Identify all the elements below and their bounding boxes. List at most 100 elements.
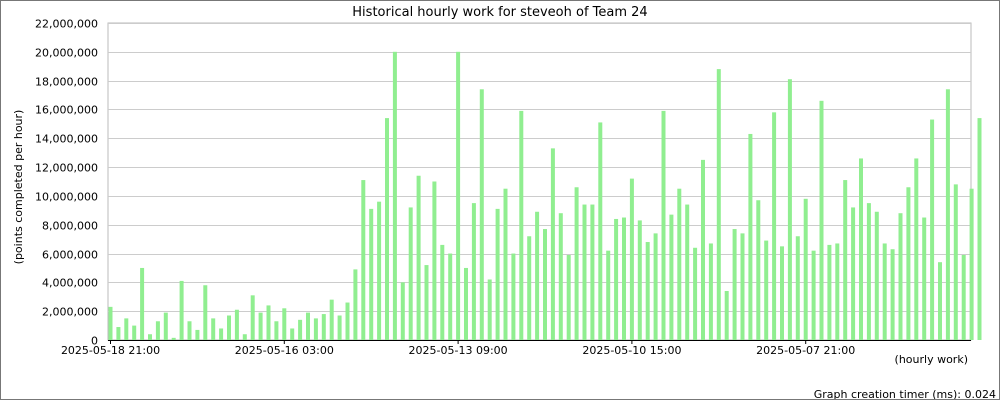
bar xyxy=(827,244,832,340)
bar xyxy=(961,254,966,340)
bar xyxy=(298,319,303,340)
bar xyxy=(282,308,287,340)
bar xyxy=(732,229,737,340)
x-tick-label: 2025-05-07 21:00 xyxy=(756,344,855,357)
bar xyxy=(495,208,500,340)
bar xyxy=(859,158,863,340)
bar xyxy=(116,327,121,340)
bar xyxy=(677,188,682,340)
bar xyxy=(140,267,145,340)
bar xyxy=(898,213,903,340)
bar xyxy=(882,243,887,340)
bar xyxy=(953,184,958,340)
y-tick-label: 22,000,000 xyxy=(35,18,98,31)
bar xyxy=(408,207,413,340)
bar xyxy=(353,269,358,340)
bar xyxy=(432,181,437,340)
bar xyxy=(637,220,642,340)
bars xyxy=(108,51,982,341)
x-tick-label: 2025-05-18 21:00 xyxy=(61,344,160,357)
axes: 0 2,000,000 4,000,000 6,000,000 8,000,000 10,… xyxy=(35,18,971,357)
bar xyxy=(385,118,389,340)
bar xyxy=(329,299,334,340)
bar xyxy=(748,133,753,340)
bar xyxy=(266,305,271,340)
bar xyxy=(890,249,895,340)
bar xyxy=(519,110,524,341)
bar xyxy=(764,240,769,340)
y-tick-label: 2,000,000 xyxy=(42,306,98,319)
bar xyxy=(661,110,666,341)
bar xyxy=(155,321,160,340)
bar xyxy=(369,208,374,340)
x-tick-label: 2025-05-10 15:00 xyxy=(582,344,681,357)
bar xyxy=(772,112,777,340)
bar xyxy=(416,175,421,340)
bar xyxy=(945,89,950,340)
bar xyxy=(503,188,508,340)
bar xyxy=(471,203,476,340)
bar xyxy=(448,253,453,340)
bar xyxy=(756,200,761,340)
bar xyxy=(543,229,547,340)
bar xyxy=(622,217,626,340)
bar xyxy=(708,243,713,340)
y-tick-label: 20,000,000 xyxy=(35,47,98,60)
bar xyxy=(685,204,690,340)
bar xyxy=(171,337,176,340)
bar xyxy=(464,267,468,340)
y-tick-label: 12,000,000 xyxy=(35,162,98,175)
y-tick-label: 18,000,000 xyxy=(35,76,98,89)
bar xyxy=(203,285,208,340)
bar xyxy=(274,321,279,340)
bar xyxy=(211,318,216,340)
bar xyxy=(724,291,729,340)
bar xyxy=(780,246,784,340)
bar xyxy=(487,279,492,340)
bar xyxy=(306,312,310,340)
bar xyxy=(590,204,595,340)
bar xyxy=(819,100,824,341)
graph-creation-timer: Graph creation timer (ms): 0.024 xyxy=(814,388,996,399)
bar xyxy=(250,295,255,340)
bar xyxy=(361,180,366,340)
bar xyxy=(321,314,326,340)
bar xyxy=(701,159,705,340)
gridlines xyxy=(107,22,972,341)
y-tick-label: 4,000,000 xyxy=(42,277,98,290)
bar xyxy=(574,187,579,340)
bar xyxy=(558,213,563,340)
bar xyxy=(851,207,856,340)
plot-area-border xyxy=(107,22,972,341)
bar xyxy=(337,315,342,340)
y-tick-label: 10,000,000 xyxy=(35,191,98,204)
bar xyxy=(511,253,516,340)
bar xyxy=(740,233,745,340)
bar xyxy=(313,318,318,340)
bar xyxy=(693,247,698,340)
bar xyxy=(290,328,295,340)
bar xyxy=(392,51,397,341)
y-axis-label: (points completed per hour) xyxy=(12,110,25,265)
y-tick-label: 14,000,000 xyxy=(35,133,98,146)
bar xyxy=(187,321,192,340)
bar xyxy=(535,211,540,340)
bar xyxy=(874,211,879,340)
bar xyxy=(227,315,231,340)
bar xyxy=(614,218,619,340)
bar xyxy=(803,198,808,340)
bar xyxy=(922,217,927,340)
bar xyxy=(132,325,137,340)
bar xyxy=(653,233,658,340)
bar xyxy=(345,302,350,340)
bar xyxy=(424,265,429,340)
bar xyxy=(795,236,800,340)
bar xyxy=(669,214,674,340)
bar xyxy=(787,79,792,340)
bar xyxy=(969,188,974,340)
bar xyxy=(219,328,224,340)
bar xyxy=(977,118,982,340)
bar xyxy=(835,243,840,340)
